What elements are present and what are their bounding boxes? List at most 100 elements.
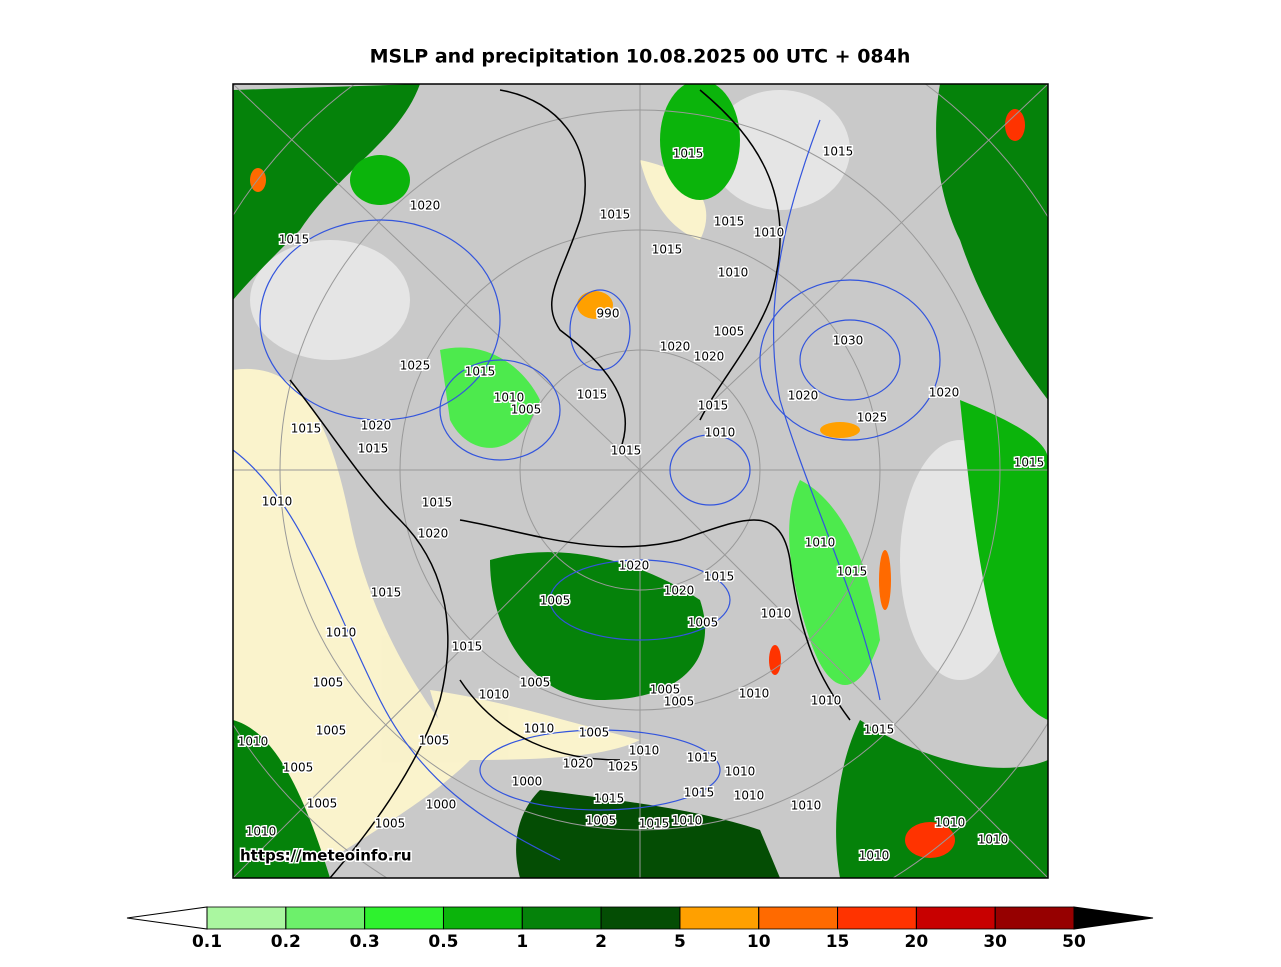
isobar-label: 1010 (739, 687, 770, 701)
isobar-label: 1005 (664, 695, 695, 709)
isobar-label: 1025 (857, 411, 888, 425)
isobar-label: 1010 (718, 266, 749, 280)
colorbar-tick-label: 2 (595, 932, 607, 952)
isobar-label: 1015 (611, 444, 642, 458)
isobar-label: 1005 (283, 761, 314, 775)
colorbar-tick-label: 1 (516, 932, 528, 952)
isobar-label: 1010 (734, 789, 765, 803)
coastlines (289, 89, 851, 878)
colorbar-tick-label: 20 (905, 932, 929, 952)
isobar-label: 1005 (540, 594, 571, 608)
isobar-label: 1015 (465, 365, 496, 379)
isobar-label: 1010 (494, 391, 525, 405)
isobar-label: 1005 (313, 676, 344, 690)
isobar-label: 1015 (864, 723, 895, 737)
colorbar-high-extension (1073, 906, 1154, 930)
isobar-label: 1020 (619, 559, 650, 573)
colorbar-segment (837, 906, 917, 930)
isobar-label: 1015 (594, 792, 625, 806)
isobar-label: 1030 (833, 334, 864, 348)
isobar-label: 1015 (704, 570, 735, 584)
colorbar-segment (994, 906, 1075, 930)
isobar-label: 1015 (577, 388, 608, 402)
isobar-label: 1015 (687, 751, 718, 765)
isobar-label: 1015 (714, 215, 745, 229)
isobar-label: 1010 (754, 226, 785, 240)
isobar-label: 990 (597, 307, 620, 321)
isobar-label: 1005 (419, 734, 450, 748)
isobar-label: 1005 (579, 726, 610, 740)
colorbar-tick-label: 0.3 (350, 932, 380, 952)
colorbar-segment (521, 906, 602, 930)
colorbar: 0.1 0.2 0.3 0.5 1 2 5 10 15 20 30 50 (126, 906, 1154, 952)
isobar-label: 1010 (326, 626, 357, 640)
isobar-label: 1015 (358, 442, 389, 456)
isobar-label: 1015 (673, 147, 704, 161)
colorbar-segment (443, 906, 523, 930)
colorbar-tick-label: 0.1 (192, 932, 222, 952)
watermark: https://meteoinfo.ru (240, 847, 412, 865)
graticule (233, 84, 1048, 878)
isobar-label: 1005 (375, 817, 406, 831)
isobars (233, 119, 941, 861)
isobar-label: 1010 (524, 722, 555, 736)
isobar-label: 1010 (262, 495, 293, 509)
isobar-label: 1010 (935, 816, 966, 830)
isobar-label: 1010 (791, 799, 822, 813)
isobar-label: 1020 (418, 527, 449, 541)
isobar-label: 1010 (246, 825, 277, 839)
isobar-label: 1020 (929, 386, 960, 400)
colorbar-tick-label: 0.2 (271, 932, 301, 952)
isobar-label: 1010 (811, 694, 842, 708)
isobar-label: 1010 (479, 688, 510, 702)
map-title: MSLP and precipitation 10.08.2025 00 UTC… (370, 46, 911, 68)
isobar-label: 1020 (788, 389, 819, 403)
isobar-label: 1015 (823, 145, 854, 159)
colorbar-segment (679, 906, 760, 930)
isobar-label: 1005 (688, 616, 719, 630)
colorbar-tick-label: 50 (1062, 932, 1086, 952)
isobar-label: 1000 (512, 775, 543, 789)
isobar-label: 1005 (586, 814, 617, 828)
isobar-label: 1020 (660, 340, 691, 354)
colorbar-tick-label: 5 (674, 932, 686, 952)
colorbar-segment (206, 906, 287, 930)
isobar-label: 1010 (761, 607, 792, 621)
isobar-label: 1015 (371, 586, 402, 600)
isobar-label: 1005 (650, 683, 681, 697)
isobar-label: 1015 (600, 208, 631, 222)
isobar-label: 1000 (426, 798, 457, 812)
isobar-label: 1015 (452, 640, 483, 654)
isobar-label: 1015 (639, 817, 670, 831)
isobar-label: 1020 (694, 350, 725, 364)
isobar-label: 1010 (859, 849, 890, 863)
isobar-label: 1025 (608, 760, 639, 774)
isobar-label: 1010 (672, 814, 703, 828)
colorbar-tick-label: 15 (826, 932, 850, 952)
colorbar-segment (758, 906, 838, 930)
isobar-label: 1005 (511, 403, 542, 417)
isobar-label: 1015 (684, 786, 715, 800)
isobar-label: 1010 (629, 744, 660, 758)
colorbar-low-extension (126, 906, 208, 930)
isobar-label: 1005 (316, 724, 347, 738)
isobar-label: 1010 (705, 426, 736, 440)
isobar-label: 1005 (520, 676, 551, 690)
isobar-label: 1020 (361, 419, 392, 433)
isobar-label: 1015 (1014, 456, 1045, 470)
isobar-label: 1015 (652, 243, 683, 257)
colorbar-segment (600, 906, 681, 930)
isobar-label: 1015 (422, 496, 453, 510)
colorbar-segment (285, 906, 366, 930)
isobar-label: 1010 (978, 833, 1009, 847)
isobar-label: 1025 (400, 359, 431, 373)
isobar-label: 1015 (279, 233, 310, 247)
colorbar-segment (915, 906, 996, 930)
isobar-label: 1020 (664, 584, 695, 598)
colorbar-segment (364, 906, 444, 930)
isobar-label: 1015 (698, 399, 729, 413)
isobar-label: 1015 (291, 422, 322, 436)
map: https://meteoinfo.ru 1015 101510201015101… (233, 84, 1048, 878)
isobar-label: 1005 (714, 325, 745, 339)
